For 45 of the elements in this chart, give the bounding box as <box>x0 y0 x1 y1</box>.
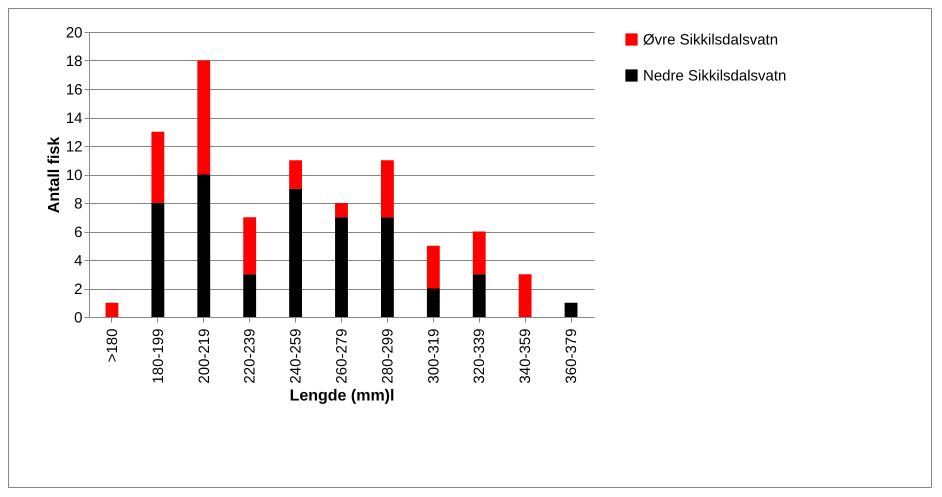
bar <box>518 274 532 317</box>
y-tick-label: 2 <box>74 281 82 298</box>
bar <box>472 274 486 317</box>
bar <box>426 288 440 317</box>
y-tick-label: 0 <box>74 310 82 326</box>
bar <box>243 217 256 274</box>
x-tick-label: 200-219 <box>196 328 213 384</box>
bar <box>380 160 394 218</box>
bar <box>197 60 210 174</box>
bar <box>151 132 164 203</box>
y-tick-label: 4 <box>74 252 82 270</box>
bar <box>472 232 486 274</box>
x-tick-label: >180 <box>104 328 121 362</box>
bar <box>197 174 210 317</box>
x-tick-label: 260-279 <box>334 328 350 384</box>
legend-label: Nedre Sikkilsdalsvatn <box>643 68 786 84</box>
y-tick-label: 20 <box>66 24 82 42</box>
y-tick-label: 6 <box>74 224 82 241</box>
y-tick-label: 12 <box>66 138 82 156</box>
x-tick-label: 280-299 <box>379 328 396 384</box>
bar <box>380 217 394 317</box>
bar <box>106 302 118 317</box>
x-tick-label: 300-319 <box>425 328 442 384</box>
y-tick-label: 16 <box>66 82 82 98</box>
bar <box>289 160 302 189</box>
bar <box>289 188 302 317</box>
legend-label: Øvre Sikkilsdalsvatn <box>643 32 778 48</box>
y-tick-label: 8 <box>74 196 82 212</box>
x-tick-label: 340-359 <box>517 328 534 384</box>
y-tick-label: 14 <box>66 110 82 127</box>
y-tick-label: 18 <box>66 53 82 70</box>
x-axis-title: Lengde (mm)l <box>290 388 394 405</box>
bar <box>335 217 348 317</box>
bar <box>151 203 164 317</box>
x-tick-label: 220-239 <box>242 328 259 384</box>
bar <box>243 274 256 317</box>
bar <box>335 203 348 218</box>
bar <box>564 302 578 317</box>
x-tick-label: 320-339 <box>471 328 488 384</box>
x-tick-label: 360-379 <box>563 328 580 384</box>
y-tick-label: 10 <box>66 167 82 184</box>
x-tick-label: 180-199 <box>150 328 167 384</box>
y-axis-title: Antall fisk <box>46 136 63 214</box>
bar <box>426 246 440 288</box>
x-tick-label: 240-259 <box>288 328 305 384</box>
